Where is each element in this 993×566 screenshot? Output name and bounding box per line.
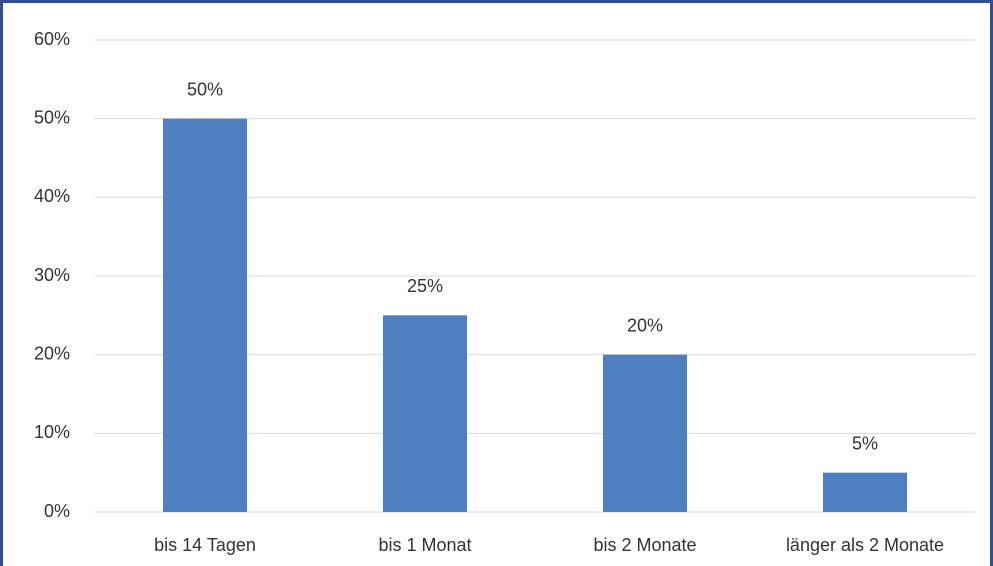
y-tick-label: 20% — [34, 343, 70, 363]
x-tick-label: bis 1 Monat — [378, 535, 471, 555]
y-tick-label: 60% — [34, 29, 70, 49]
y-tick-label: 50% — [34, 107, 70, 127]
y-tick-label: 10% — [34, 422, 70, 442]
data-label: 25% — [407, 276, 443, 296]
bar — [603, 354, 687, 512]
y-tick-label: 0% — [44, 501, 70, 521]
y-tick-label: 30% — [34, 265, 70, 285]
bar — [383, 315, 467, 512]
x-tick-label: bis 14 Tagen — [154, 535, 256, 555]
x-tick-label: bis 2 Monate — [593, 535, 696, 555]
data-label: 50% — [187, 79, 223, 99]
data-label: 20% — [627, 315, 663, 335]
data-label: 5% — [852, 433, 878, 453]
bar — [163, 118, 247, 513]
y-tick-label: 40% — [34, 186, 70, 206]
bar — [823, 472, 907, 512]
x-tick-label: länger als 2 Monate — [786, 535, 944, 555]
